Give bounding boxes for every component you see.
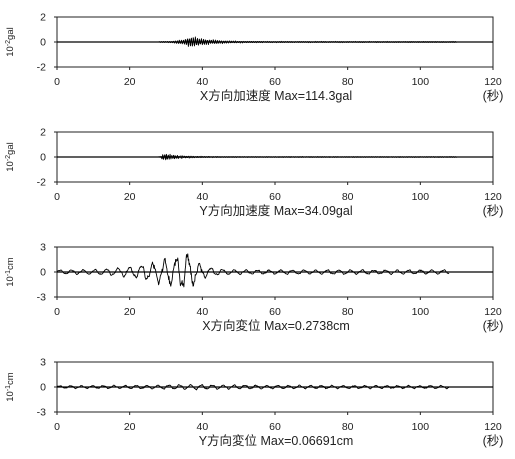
y-tick-label: 3 [40,242,46,254]
x-tick-label: 20 [124,191,136,203]
chart-panel-3: 3 0 -3 0 20 40 60 80 100 120 10-1cm X方向変位 Max=0.273… [5,242,503,334]
y-axis-label-base: 10 [5,391,16,402]
x-tick-label: 60 [269,191,281,203]
y-axis-label-exponent: -1 [5,270,12,276]
y-tick-label: 0 [40,267,46,279]
x-tick-label: 80 [342,191,354,203]
y-axis-label-base: 10 [5,276,16,287]
y-axis-label-exponent: -2 [5,155,12,161]
x-tick-label: 120 [484,306,502,318]
x-axis-unit: (秒) [483,204,504,218]
y-tick-label: -2 [37,62,46,74]
x-tick-label: 120 [484,421,502,433]
y-tick-label: 0 [40,37,46,49]
y-axis-label-base: 10 [5,46,16,57]
chart-panel-4: 3 0 -3 0 20 40 60 80 100 120 10-1cm Y方向変位 Max=0.066… [5,357,503,449]
x-tick-label: 60 [269,76,281,88]
x-tick-label: 20 [124,421,136,433]
x-tick-label: 40 [196,76,208,88]
waveform-trace [158,153,457,161]
y-axis-label-unit: gal [5,27,16,40]
x-tick-label: 60 [269,421,281,433]
x-tick-label: 20 [124,306,136,318]
x-axis-caption: Y方向加速度 Max=34.09gal [199,203,352,218]
y-axis-label: 10-2gal [5,27,16,57]
x-tick-label: 80 [342,76,354,88]
x-tick-label: 100 [412,306,430,318]
y-tick-label: -3 [37,407,46,419]
x-axis-unit: (秒) [483,89,504,103]
y-axis-label: 10-2gal [5,142,16,172]
x-tick-label: 80 [342,421,354,433]
y-axis-label-exponent: -2 [5,40,12,46]
x-tick-label: 40 [196,191,208,203]
y-tick-label: 2 [40,127,46,139]
y-tick-label: -2 [37,177,46,189]
x-tick-label: 120 [484,76,502,88]
y-tick-label: 0 [40,152,46,164]
x-axis-caption: X方向変位 Max=0.2738cm [202,318,350,333]
y-tick-label: 2 [40,12,46,24]
x-tick-label: 80 [342,306,354,318]
x-tick-label: 0 [54,306,60,318]
y-axis-label-base: 10 [5,161,16,172]
y-tick-label: -3 [37,292,46,304]
x-tick-label: 0 [54,421,60,433]
x-tick-label: 0 [54,76,60,88]
x-axis-caption: Y方向変位 Max=0.06691cm [199,433,354,448]
y-axis-label: 10-1cm [5,372,16,402]
waveform-trace [56,253,450,288]
x-tick-label: 0 [54,191,60,203]
waveform-trace [56,384,450,391]
x-tick-label: 40 [196,421,208,433]
x-axis-caption: X方向加速度 Max=114.3gal [200,88,352,103]
y-axis-label-unit: cm [5,372,16,385]
x-tick-label: 100 [412,421,430,433]
x-axis-unit: (秒) [483,434,504,448]
x-tick-label: 40 [196,306,208,318]
y-tick-label: 0 [40,382,46,394]
x-tick-label: 60 [269,306,281,318]
waveform-trace [158,36,457,47]
y-tick-label: 3 [40,357,46,369]
y-axis-label: 10-1cm [5,257,16,287]
x-axis-unit: (秒) [483,319,504,333]
y-axis-label-exponent: -1 [5,385,12,391]
x-tick-label: 100 [412,76,430,88]
x-tick-label: 100 [412,191,430,203]
x-tick-label: 20 [124,76,136,88]
y-axis-label-unit: gal [5,142,16,155]
x-tick-label: 120 [484,191,502,203]
y-axis-label-unit: cm [5,257,16,270]
